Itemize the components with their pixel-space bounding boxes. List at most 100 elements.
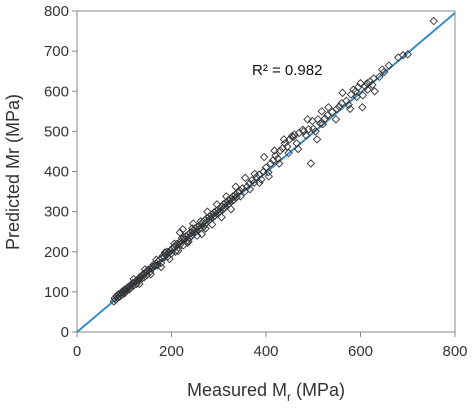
data-point <box>259 152 269 162</box>
data-point <box>289 132 298 142</box>
data-point <box>398 50 408 60</box>
data-point <box>139 273 149 282</box>
data-point <box>323 111 332 120</box>
data-point <box>188 224 197 233</box>
data-point <box>358 91 368 100</box>
data-point <box>179 233 189 242</box>
data-point <box>257 175 266 184</box>
data-point <box>235 186 245 195</box>
data-point <box>212 200 222 209</box>
data-point <box>245 184 255 194</box>
data-point <box>353 83 363 92</box>
axes: 0 100 200 300 400 500 600 700 800 0 200 400 600 800 <box>44 3 468 360</box>
data-point <box>226 204 236 214</box>
x-tick-label: 600 <box>348 343 373 360</box>
data-point <box>129 274 138 284</box>
data-point <box>429 16 438 26</box>
data-point <box>210 211 220 220</box>
data-point <box>245 179 254 188</box>
data-point <box>283 142 292 151</box>
data-point <box>160 253 169 262</box>
y-tick-label: 100 <box>44 284 69 301</box>
data-point <box>173 246 183 256</box>
data-point <box>301 131 311 140</box>
data-point <box>229 195 239 204</box>
data-point <box>150 261 160 271</box>
data-point <box>274 159 284 168</box>
y-tick-label: 800 <box>44 3 69 20</box>
y-axis-title: Predicted Mr (MPa) <box>3 94 23 250</box>
data-point <box>236 192 245 201</box>
data-point <box>178 225 188 234</box>
data-point <box>351 87 361 96</box>
data-point <box>370 87 379 96</box>
y-tick-label: 0 <box>61 324 69 341</box>
data-point <box>231 190 240 200</box>
data-point <box>324 103 333 112</box>
data-point <box>303 115 312 124</box>
data-point <box>165 254 174 264</box>
data-point <box>175 228 185 237</box>
data-point <box>264 172 274 181</box>
y-tick-label: 300 <box>44 204 69 221</box>
x-tick-label: 0 <box>73 343 81 360</box>
data-point <box>188 219 198 228</box>
data-point <box>250 169 259 179</box>
data-point <box>293 144 303 154</box>
data-point <box>255 178 264 187</box>
data-point <box>313 115 323 124</box>
data-point <box>170 239 179 248</box>
data-point <box>112 291 121 301</box>
data-point <box>312 135 322 144</box>
data-point <box>203 207 212 216</box>
data-point <box>264 168 273 177</box>
y-tick-label: 400 <box>44 164 69 181</box>
data-point <box>270 146 279 155</box>
data-point <box>316 119 325 128</box>
y-tick-label: 600 <box>44 83 69 100</box>
data-point <box>156 262 166 272</box>
data-point <box>356 78 365 88</box>
data-point <box>275 146 285 155</box>
data-point <box>217 213 226 222</box>
data-point <box>273 154 283 163</box>
data-point <box>318 119 327 129</box>
data-point <box>197 229 206 239</box>
y-tick-label: 200 <box>44 244 69 261</box>
data-point <box>172 239 182 248</box>
data-point <box>152 255 161 265</box>
data-point <box>285 135 294 144</box>
x-axis-title-main: Measured M <box>187 380 287 400</box>
data-point <box>284 148 293 158</box>
data-point <box>227 196 237 206</box>
data-point <box>377 65 387 74</box>
data-point <box>252 172 261 182</box>
data-point <box>162 247 172 256</box>
data-point <box>222 192 231 201</box>
data-point <box>363 85 372 94</box>
data-point <box>311 127 320 136</box>
data-point <box>259 167 268 176</box>
data-point <box>308 116 317 126</box>
r-squared-annotation: R² = 0.982 <box>252 62 322 79</box>
x-tick-label: 200 <box>159 343 184 360</box>
x-axis-title-subscript: r <box>287 390 291 404</box>
data-point <box>238 184 247 193</box>
data-point <box>298 125 308 135</box>
data-point <box>327 107 337 117</box>
data-point <box>271 151 280 160</box>
y-tick-label: 500 <box>44 123 69 140</box>
data-point <box>183 238 192 248</box>
y-tick-label: 700 <box>44 43 69 60</box>
data-point <box>231 182 240 191</box>
data-point <box>160 248 170 257</box>
data-point <box>335 102 344 111</box>
data-point <box>201 224 210 233</box>
data-point <box>240 173 250 183</box>
data-point <box>320 114 330 123</box>
data-point <box>317 107 326 116</box>
data-point <box>156 258 166 268</box>
data-point <box>403 50 412 59</box>
data-point <box>352 92 361 102</box>
data-point <box>342 96 351 106</box>
